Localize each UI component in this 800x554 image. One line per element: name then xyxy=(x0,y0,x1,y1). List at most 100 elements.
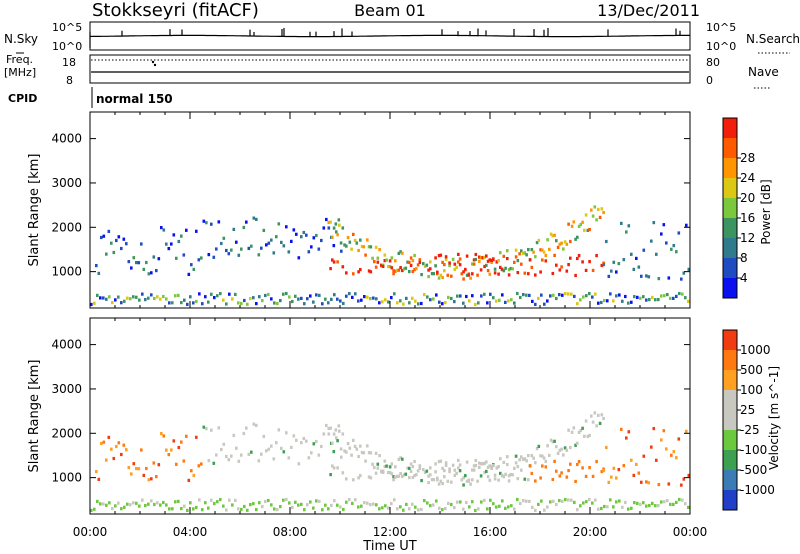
power-cell xyxy=(312,236,316,240)
power-cell xyxy=(108,295,111,299)
velocity-cell xyxy=(282,498,285,502)
time-tick-label: 12:00 xyxy=(373,525,408,539)
power-cell xyxy=(528,293,531,297)
velocity-cell xyxy=(420,479,423,483)
power-cell xyxy=(292,228,296,232)
power-cell xyxy=(469,276,472,280)
power-cell xyxy=(240,247,243,251)
power-cell xyxy=(165,242,168,246)
velocity-cell xyxy=(530,471,534,475)
velocity-cell xyxy=(605,445,608,450)
power-cell xyxy=(574,237,577,241)
velocity-colorbar-tick-label: 100 xyxy=(740,383,763,397)
velocity-cell xyxy=(300,502,303,506)
power-cell xyxy=(665,241,668,245)
velocity-cell xyxy=(569,462,572,466)
power-cell xyxy=(501,293,504,297)
power-cell xyxy=(324,297,327,301)
velocity-cell xyxy=(513,466,516,470)
velocity-cell xyxy=(408,476,411,480)
velocity-cell xyxy=(399,472,402,476)
power-cell xyxy=(618,293,621,297)
velocity-cell xyxy=(285,497,288,502)
power-cell xyxy=(528,258,532,262)
velocity-cell xyxy=(555,445,558,449)
velocity-cell xyxy=(492,464,495,468)
power-cell xyxy=(332,226,336,230)
velocity-cell xyxy=(243,504,246,509)
velocity-cell xyxy=(523,457,527,461)
velocity-cell xyxy=(195,435,198,439)
velocity-cell xyxy=(321,508,324,512)
power-cell xyxy=(252,216,256,220)
power-cell xyxy=(329,220,332,224)
power-cell xyxy=(357,270,360,274)
power-cell xyxy=(276,302,279,306)
power-cell xyxy=(252,296,255,300)
velocity-cell xyxy=(125,448,128,452)
velocity-cell xyxy=(588,498,591,502)
velocity-cell xyxy=(539,454,542,458)
power-cell xyxy=(300,235,303,239)
velocity-cell xyxy=(312,506,315,510)
power-cell xyxy=(630,300,633,304)
velocity-y-ticks: 1000 2000 3000 4000 xyxy=(51,338,690,485)
velocity-cell xyxy=(687,505,690,509)
velocity-cell xyxy=(305,439,308,443)
velocity-cell xyxy=(409,462,413,466)
velocity-cell xyxy=(198,498,201,502)
power-cell xyxy=(375,297,378,301)
power-cell xyxy=(565,242,569,246)
velocity-cell xyxy=(552,499,555,503)
power-cell xyxy=(541,248,544,252)
power-cell xyxy=(267,241,271,245)
velocity-cell xyxy=(346,442,350,446)
power-cell xyxy=(677,231,681,235)
power-cell xyxy=(409,263,413,267)
power-cell xyxy=(553,253,556,257)
velocity-cell xyxy=(435,499,438,503)
power-cell xyxy=(185,228,188,232)
velocity-cell xyxy=(429,504,432,508)
power-cell xyxy=(415,267,418,271)
velocity-cell xyxy=(450,480,453,484)
velocity-cell xyxy=(570,430,574,434)
velocity-cell xyxy=(225,508,228,512)
power-cell xyxy=(609,292,612,296)
power-cell xyxy=(497,272,500,276)
velocity-cell xyxy=(574,479,577,484)
power-cell xyxy=(591,268,595,272)
velocity-cell xyxy=(93,507,96,511)
power-cell xyxy=(486,301,489,305)
velocity-cell xyxy=(204,501,207,505)
power-cell xyxy=(234,292,237,296)
power-cell xyxy=(516,271,520,275)
velocity-cell xyxy=(471,500,474,504)
power-cell xyxy=(160,226,163,230)
velocity-cell xyxy=(307,456,311,460)
velocity-cell xyxy=(144,504,147,508)
velocity-cell xyxy=(383,459,387,463)
velocity-cell xyxy=(675,456,678,460)
velocity-cell xyxy=(600,413,604,417)
velocity-cell xyxy=(117,441,121,445)
velocity-cell xyxy=(450,502,453,507)
power-cell xyxy=(359,268,362,272)
power-cell xyxy=(565,269,569,273)
velocity-cell xyxy=(471,478,474,482)
velocity-cell xyxy=(458,469,462,473)
velocity-cell xyxy=(401,474,404,479)
power-cell xyxy=(261,299,264,303)
velocity-cell xyxy=(507,479,511,483)
power-cell xyxy=(243,298,246,303)
power-cell xyxy=(417,302,420,306)
velocity-cell xyxy=(541,464,544,468)
power-cell xyxy=(355,241,359,245)
colorbar-swatch xyxy=(723,330,737,350)
velocity-cell xyxy=(448,467,451,471)
nave-outlier-2 xyxy=(153,63,157,67)
velocity-colorbar-tick-label: -1000 xyxy=(740,483,775,497)
velocity-cell xyxy=(262,434,266,438)
velocity-cell xyxy=(387,506,390,510)
velocity-cell xyxy=(357,454,360,459)
